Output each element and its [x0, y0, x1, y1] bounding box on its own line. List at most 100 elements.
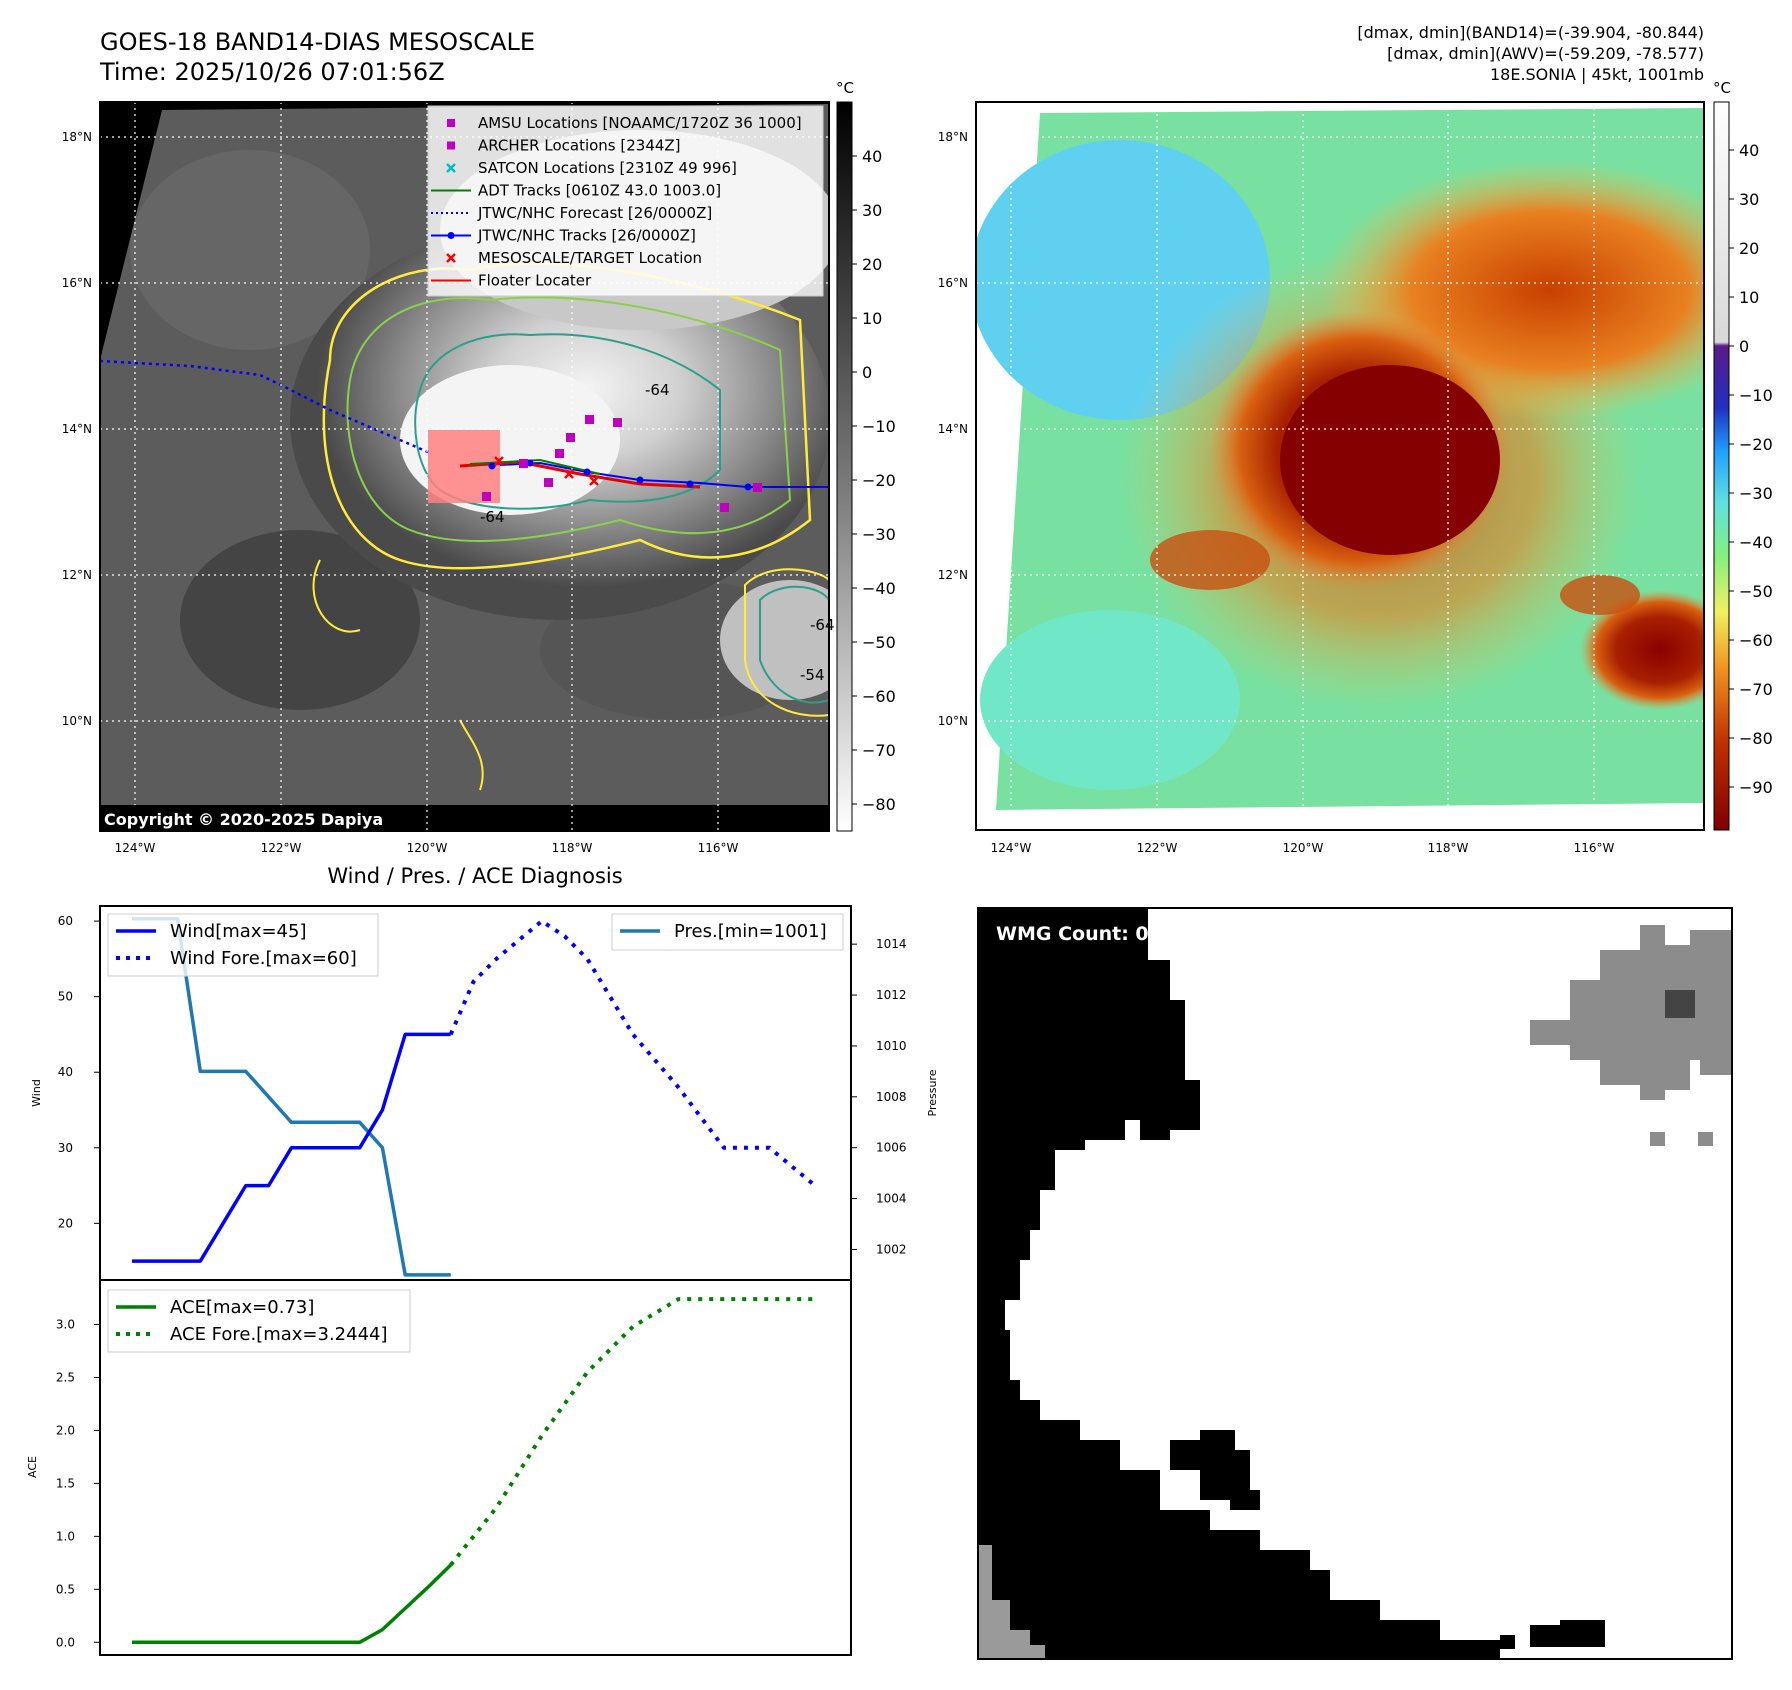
- marker-square: [519, 459, 528, 468]
- lon-label: 124°W: [115, 841, 156, 855]
- wmg-black-region: [978, 908, 1500, 1659]
- legend-marker-square: [447, 141, 455, 150]
- lat-label: 12°N: [938, 568, 968, 582]
- wmg-panel: WMG Count: 0: [977, 907, 1733, 1660]
- awv-lon-labels: 124°W 122°W 120°W 118°W 116°W: [991, 841, 1615, 855]
- lon-label: 122°W: [1137, 841, 1178, 855]
- legend-box: [107, 1289, 411, 1353]
- stats-storm: 18E.SONIA | 45kt, 1001mb: [1490, 65, 1704, 84]
- awv-lat-labels: 18°N 16°N 14°N 12°N 10°N: [938, 130, 968, 728]
- pressure-ylabel: Pressure: [926, 1069, 939, 1116]
- colorbar-tick-label: 10: [1739, 288, 1759, 307]
- lat-label: 10°N: [62, 714, 92, 728]
- colorbar-tick-label: −70: [1739, 680, 1773, 699]
- legend-label: JTWC/NHC Forecast [26/0000Z]: [477, 204, 712, 222]
- track-point: [636, 476, 644, 484]
- legend-label: JTWC/NHC Tracks [26/0000Z]: [477, 227, 696, 245]
- ir-legend: AMSU Locations [NOAAMC/1720Z 36 1000] ARC…: [427, 105, 824, 297]
- lon-label: 118°W: [1428, 841, 1469, 855]
- legend-label: ADT Tracks [0610Z 43.0 1003.0]: [478, 182, 721, 200]
- colorbar-tick-label: −20: [862, 471, 896, 490]
- pressure-legend: Pres.[min=1001]: [611, 913, 844, 951]
- wind-tick-label: 20: [58, 1216, 73, 1230]
- colorbar-tick-label: 30: [862, 201, 882, 220]
- colorbar-tick-label: 40: [862, 147, 882, 166]
- legend-label: SATCON Locations [2310Z 49 996]: [478, 159, 737, 177]
- copyright-text: Copyright © 2020-2025 Dapiya: [104, 810, 383, 829]
- pressure-tick-label: 1010: [876, 1039, 907, 1053]
- ir-map-frame: [99, 101, 830, 832]
- legend-row: ADT Tracks [0610Z 43.0 1003.0]: [431, 182, 721, 200]
- target-x: [564, 469, 574, 479]
- colorbar-tick-label: −60: [862, 687, 896, 706]
- wind-ylabel: Wind: [30, 1079, 43, 1107]
- legend-box: [107, 913, 379, 977]
- legend-pres-label: Pres.[min=1001]: [674, 921, 827, 942]
- ace-tick-label: 1.5: [56, 1476, 75, 1490]
- ir-lat-labels: 18°N 16°N 14°N 12°N 10°N: [62, 130, 92, 728]
- legend-row: MESOSCALE/TARGET Location: [446, 249, 702, 267]
- colorbar-unit: °C: [1713, 79, 1731, 97]
- marker-square: [585, 415, 594, 424]
- ace-tick-label: 0.0: [56, 1635, 75, 1649]
- marker-square: [482, 492, 491, 501]
- wind-series-line: [132, 1032, 451, 1263]
- wmg-frame: [977, 907, 1733, 1660]
- legend-ace-fore-label: ACE Fore.[max=3.2444]: [170, 1324, 388, 1345]
- target-x: [589, 476, 599, 486]
- lat-label: 16°N: [62, 276, 92, 290]
- wind-legend: Wind[max=45] Wind Fore.[max=60]: [107, 913, 379, 977]
- legend-marker-square: [447, 119, 455, 127]
- lat-label: 18°N: [938, 130, 968, 144]
- lon-label: 118°W: [552, 841, 593, 855]
- lat-label: 10°N: [938, 714, 968, 728]
- target-x: [494, 456, 504, 466]
- legend-row: JTWC/NHC Tracks [26/0000Z]: [431, 227, 696, 245]
- lon-label: 122°W: [261, 841, 302, 855]
- marker-square: [613, 418, 622, 427]
- legend-row: JTWC/NHC Forecast [26/0000Z]: [431, 204, 712, 222]
- awv-gridlines: [976, 102, 1704, 830]
- legend-label: MESOSCALE/TARGET Location: [478, 249, 702, 267]
- wind-tick-label: 40: [58, 1065, 73, 1079]
- colorbar-tick-label: 40: [1739, 141, 1759, 160]
- legend-box: [427, 105, 824, 297]
- lon-label: 116°W: [1574, 841, 1615, 855]
- legend-label: ARCHER Locations [2344Z]: [478, 137, 681, 155]
- pressure-tick-label: 1014: [876, 937, 907, 951]
- marker-square: [566, 433, 575, 442]
- lat-label: 14°N: [938, 422, 968, 436]
- wind-tick-label: 60: [58, 914, 73, 928]
- colorbar-tick-label: 0: [862, 363, 872, 382]
- colorbar-tick-label: −70: [862, 741, 896, 760]
- colorbar-tick-label: −80: [862, 795, 896, 814]
- pressure-tick-label: 1004: [876, 1192, 907, 1206]
- wmg-gray-corner: [978, 1545, 1045, 1659]
- ir-lon-labels: 124°W 122°W 120°W 118°W 116°W: [115, 841, 739, 855]
- colorbar-tick-label: −20: [1739, 435, 1773, 454]
- colorbar-tick-label: 0: [1739, 337, 1749, 356]
- figure-title: GOES-18 BAND14-DIAS MESOSCALE: [100, 28, 535, 56]
- wind-pres-panel: Wind / Pres. / ACE Diagnosis Wind Pressu…: [30, 864, 939, 1281]
- pressure-tick-label: 1012: [876, 988, 907, 1002]
- colorbar-tick-label: −40: [862, 579, 896, 598]
- marker-square: [753, 483, 762, 492]
- ace-forecast-series-line: [449, 1297, 815, 1567]
- legend-row: Floater Locater: [431, 272, 592, 290]
- colorbar-unit: °C: [836, 79, 854, 97]
- colorbar-tick-label: −60: [1739, 631, 1773, 650]
- ace-tick-label: 3.0: [56, 1317, 75, 1331]
- lat-label: 14°N: [62, 422, 92, 436]
- lon-label: 116°W: [698, 841, 739, 855]
- track-point: [583, 468, 591, 476]
- lat-label: 12°N: [62, 568, 92, 582]
- wmg-black-cell: [1395, 1625, 1410, 1637]
- marker-square: [555, 449, 564, 458]
- colorbar-tick-label: −10: [1739, 386, 1773, 405]
- marker-square: [720, 503, 729, 512]
- track-point: [488, 462, 496, 470]
- legend-ace-label: ACE[max=0.73]: [170, 1297, 314, 1318]
- ace-panel: ACE 3.0 2.5 2.0 1.5 1.0 0.5 0.0 ACE[max=0.73] …: [26, 1279, 852, 1656]
- contour-label: -64: [645, 381, 670, 399]
